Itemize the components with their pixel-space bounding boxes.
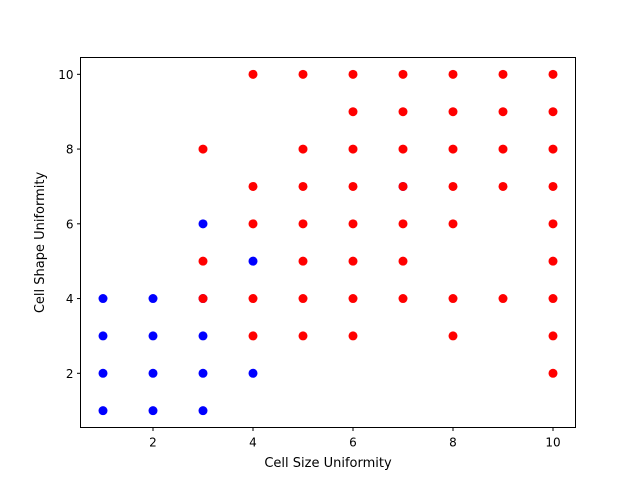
- plot-frame: [80, 57, 576, 428]
- data-point-series-2: [448, 144, 458, 154]
- data-point-series-2: [448, 331, 458, 341]
- y-tick-label: 6: [66, 217, 74, 231]
- data-point-series-2: [548, 181, 558, 191]
- data-point-series-2: [248, 294, 258, 304]
- data-point-series-2: [548, 144, 558, 154]
- data-point-series-2: [298, 294, 308, 304]
- data-point-series-2: [398, 144, 408, 154]
- data-point-series-2: [548, 294, 558, 304]
- data-point-series-1: [148, 368, 158, 378]
- data-point-series-2: [248, 331, 258, 341]
- data-point-series-2: [548, 368, 558, 378]
- data-point-series-2: [298, 144, 308, 154]
- y-tick-label: 4: [66, 292, 74, 306]
- data-point-series-2: [448, 219, 458, 229]
- data-point-series-2: [298, 69, 308, 79]
- data-point-series-1: [198, 219, 208, 229]
- data-point-series-2: [198, 294, 208, 304]
- data-point-series-2: [298, 181, 308, 191]
- data-point-series-2: [498, 181, 508, 191]
- data-point-series-1: [148, 331, 158, 341]
- data-point-series-2: [198, 144, 208, 154]
- data-point-series-2: [398, 256, 408, 266]
- data-point-series-2: [548, 69, 558, 79]
- data-point-series-2: [298, 331, 308, 341]
- data-point-series-2: [498, 144, 508, 154]
- data-point-series-2: [398, 181, 408, 191]
- data-point-series-2: [498, 69, 508, 79]
- data-point-series-2: [548, 219, 558, 229]
- data-point-series-2: [448, 107, 458, 117]
- data-point-series-2: [398, 219, 408, 229]
- data-point-series-2: [298, 219, 308, 229]
- data-point-series-1: [98, 368, 108, 378]
- data-point-series-2: [448, 181, 458, 191]
- data-point-series-2: [248, 181, 258, 191]
- data-point-series-2: [248, 219, 258, 229]
- data-point-series-1: [148, 406, 158, 416]
- data-point-series-2: [448, 294, 458, 304]
- data-point-series-1: [198, 368, 208, 378]
- y-tick-label: 10: [58, 68, 73, 82]
- x-axis-label: Cell Size Uniformity: [264, 456, 392, 471]
- y-axis-ticks: 2 4 6 8 10: [58, 68, 81, 381]
- x-tick-label: 8: [449, 436, 457, 450]
- data-point-series-2: [498, 294, 508, 304]
- data-point-series-2: [348, 331, 358, 341]
- data-point-series-2: [198, 256, 208, 266]
- data-point-series-1: [98, 294, 108, 304]
- x-tick-label: 2: [149, 436, 157, 450]
- x-axis-ticks: 2 4 6 8 10: [149, 427, 561, 450]
- data-point-series-2: [348, 107, 358, 117]
- data-point-series-2: [348, 219, 358, 229]
- data-point-series-2: [248, 69, 258, 79]
- data-point-series-1: [98, 331, 108, 341]
- data-point-series-2: [548, 331, 558, 341]
- data-point-series-2: [498, 107, 508, 117]
- data-point-series-1: [248, 368, 258, 378]
- y-axis-label: Cell Shape Uniformity: [33, 172, 48, 314]
- data-point-series-2: [348, 181, 358, 191]
- data-point-series-1: [198, 406, 208, 416]
- data-point-series-2: [398, 294, 408, 304]
- data-point-series-2: [398, 69, 408, 79]
- data-point-series-1: [248, 256, 258, 266]
- y-tick-label: 2: [66, 367, 74, 381]
- x-tick-label: 6: [349, 436, 357, 450]
- data-point-series-2: [548, 107, 558, 117]
- x-tick-label: 10: [545, 436, 560, 450]
- data-point-series-1: [148, 294, 158, 304]
- y-tick-label: 8: [66, 143, 74, 157]
- data-point-series-2: [298, 256, 308, 266]
- data-point-series-2: [548, 256, 558, 266]
- data-point-series-2: [348, 294, 358, 304]
- data-point-series-2: [448, 69, 458, 79]
- data-point-series-2: [398, 107, 408, 117]
- data-points: [98, 69, 558, 416]
- data-point-series-2: [348, 69, 358, 79]
- data-point-series-2: [348, 256, 358, 266]
- data-point-series-1: [98, 406, 108, 416]
- x-tick-label: 4: [249, 436, 257, 450]
- data-point-series-2: [348, 144, 358, 154]
- data-point-series-1: [198, 331, 208, 341]
